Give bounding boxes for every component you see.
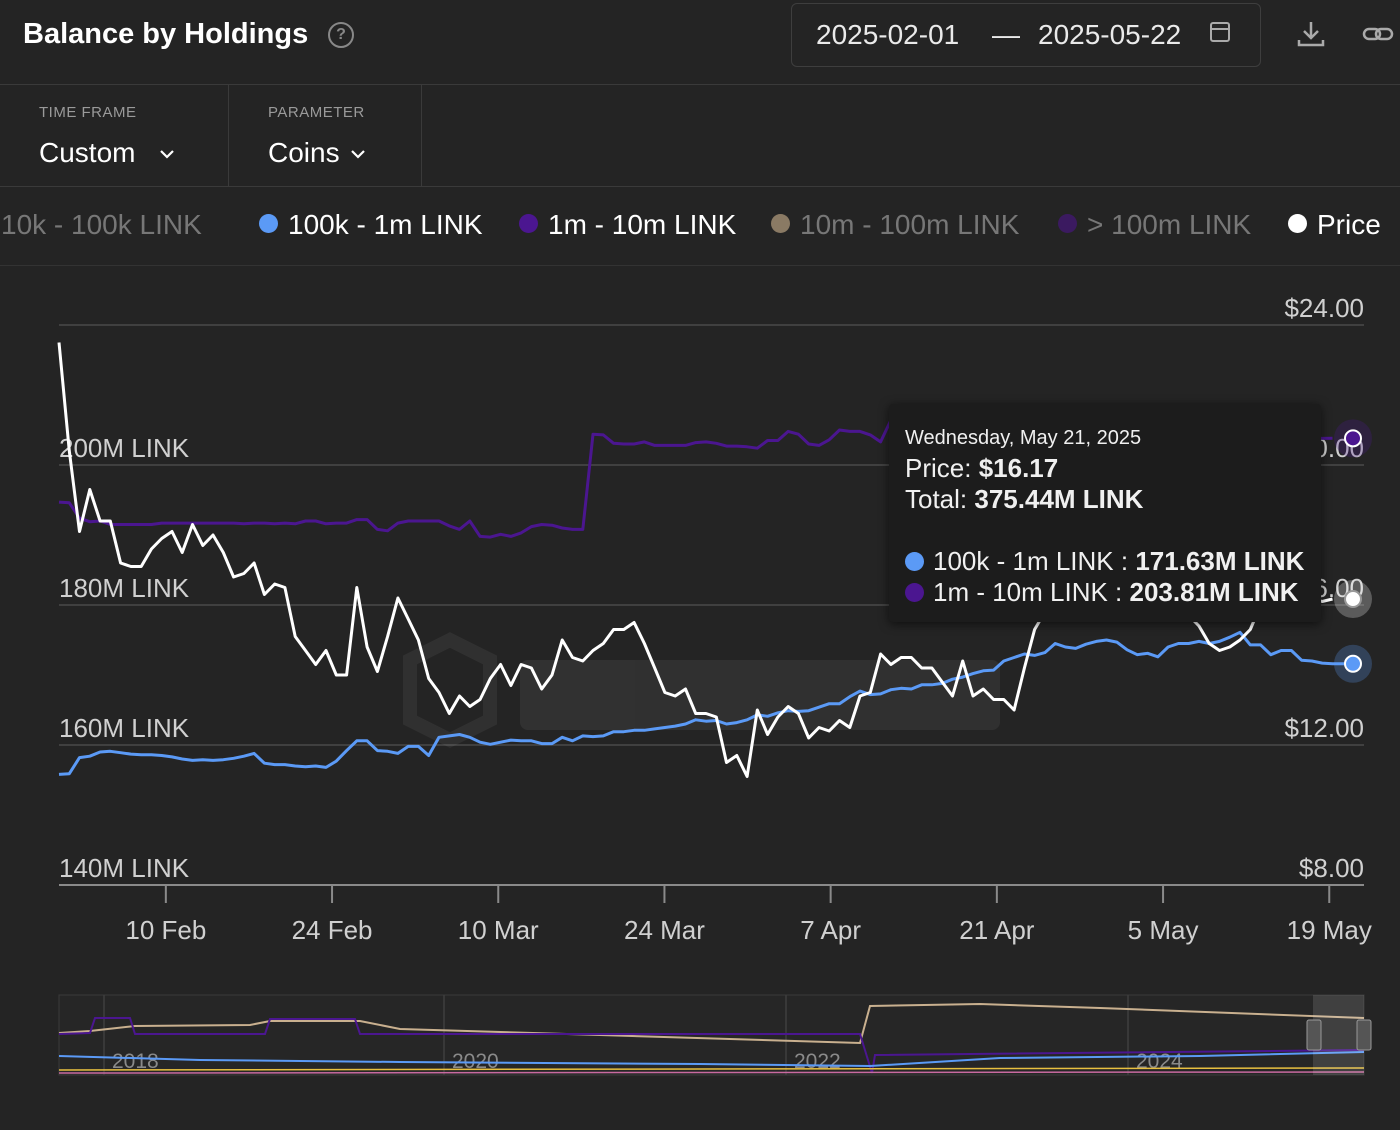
- x-tick-label: 24 Feb: [292, 915, 373, 945]
- header-bar: Balance by Holdings ? 2025-02-01 — 2025-…: [0, 0, 1400, 85]
- legend-dot: [771, 214, 790, 233]
- series-end-halo: [1334, 644, 1372, 683]
- x-axis: 10 Feb 24 Feb 10 Mar 24 Mar 7 Apr 21 Apr 5 May…: [125, 885, 1372, 945]
- navigator-line: [58, 1017, 1365, 1074]
- x-tick-label: 21 Apr: [959, 915, 1035, 945]
- chart-tooltip: Wednesday, May 21, 2025 Price: $16.17 To…: [889, 404, 1321, 622]
- y-tick-label-left: 180M LINK: [59, 573, 190, 603]
- navigator-line: [58, 1051, 1365, 1068]
- legend-item-100m-plus[interactable]: > 100m LINK: [1058, 209, 1251, 241]
- tooltip-price-label: Price:: [905, 453, 972, 483]
- legend-item-1m-10m[interactable]: 1m - 10m LINK: [519, 209, 736, 241]
- help-icon[interactable]: ?: [328, 22, 354, 48]
- tooltip-dot: [905, 583, 924, 602]
- tooltip-row: 100k - 1m LINK : 171.63M LINK: [905, 546, 1304, 577]
- download-icon[interactable]: [1295, 18, 1327, 50]
- date-end: 2025-05-22: [1038, 19, 1182, 50]
- parameter-dropdown[interactable]: PARAMETER Coins: [229, 85, 422, 186]
- series-end-marker: [1344, 429, 1362, 448]
- legend: 10k - 100k LINK 100k - 1m LINK 1m - 10m …: [0, 187, 1400, 266]
- navigator-year-label: 2024: [1136, 1050, 1183, 1073]
- legend-item-10k-100k[interactable]: 10k - 100k LINK: [0, 209, 202, 241]
- navigator-year-label: 2022: [794, 1050, 841, 1073]
- legend-label: 10m - 100m LINK: [800, 209, 1020, 240]
- tooltip-price-value: $16.17: [978, 453, 1059, 483]
- time-frame-label: TIME FRAME: [39, 104, 137, 121]
- y-tick-label-left: 140M LINK: [59, 853, 190, 883]
- chevron-down-icon: [351, 150, 365, 159]
- navigator-handle-left: [1306, 1019, 1322, 1051]
- filter-bar: TIME FRAME Custom PARAMETER Coins: [0, 85, 1400, 187]
- navigator-frame: [58, 994, 1365, 1076]
- series-end-marker: [1344, 590, 1362, 609]
- date-separator: —: [992, 19, 1020, 50]
- link-icon[interactable]: [1362, 18, 1394, 50]
- series-line: [58, 630, 1353, 776]
- date-range-picker[interactable]: 2025-02-01 — 2025-05-22: [791, 3, 1261, 67]
- x-tick-label: 7 Apr: [800, 915, 861, 945]
- range-navigator: 2018 2020 2022 2024: [58, 994, 1372, 1076]
- navigator-handle-right: [1356, 1019, 1372, 1051]
- watermark-logo: [403, 632, 1000, 748]
- legend-dot: [1288, 214, 1307, 233]
- x-tick-label: 5 May: [1128, 915, 1199, 945]
- navigator-line: [58, 1067, 1365, 1071]
- legend-item-price[interactable]: Price: [1288, 209, 1381, 241]
- series-end-halo: [1334, 419, 1372, 458]
- tooltip-date: Wednesday, May 21, 2025: [905, 427, 1142, 449]
- navigator-line: [58, 1002, 1365, 1045]
- series-end-markers: [1334, 419, 1372, 683]
- tooltip-row-label: 100k - 1m LINK :: [933, 546, 1129, 576]
- page-title: Balance by Holdings: [23, 18, 309, 50]
- x-tick-label: 24 Mar: [624, 915, 705, 945]
- tooltip-row: 1m - 10m LINK : 203.81M LINK: [905, 577, 1299, 608]
- time-frame-dropdown[interactable]: TIME FRAME Custom: [0, 85, 229, 186]
- tooltip-total: Total: 375.44M LINK: [905, 484, 1143, 515]
- x-tick-label: 19 May: [1287, 915, 1372, 945]
- legend-label: 1m - 10m LINK: [548, 209, 737, 240]
- legend-label: > 100m LINK: [1087, 209, 1252, 240]
- series-end-marker: [1344, 654, 1362, 673]
- tooltip-row-value: 171.63M LINK: [1135, 546, 1305, 576]
- y-axis-left: 140M LINK 160M LINK 180M LINK 200M LINK: [59, 433, 190, 883]
- y-tick-label-right: $12.00: [1284, 713, 1364, 743]
- legend-dot: [519, 214, 538, 233]
- tooltip-total-value: 375.44M LINK: [974, 484, 1144, 514]
- legend-item-10m-100m[interactable]: 10m - 100m LINK: [771, 209, 1019, 241]
- legend-label: Price: [1317, 209, 1381, 240]
- tooltip-row-value: 203.81M LINK: [1129, 577, 1299, 607]
- y-tick-label-left: 200M LINK: [59, 433, 190, 463]
- parameter-label: PARAMETER: [268, 104, 365, 121]
- x-tick-label: 10 Feb: [125, 915, 206, 945]
- tooltip-row-label: 1m - 10m LINK :: [933, 577, 1123, 607]
- y-tick-label-right: $24.00: [1284, 293, 1364, 323]
- series-end-halo: [1334, 580, 1372, 619]
- navigator-year-label: 2018: [112, 1050, 159, 1073]
- legend-item-100k-1m[interactable]: 100k - 1m LINK: [259, 209, 483, 241]
- navigator-line: [58, 1071, 1365, 1074]
- parameter-value: Coins: [268, 137, 340, 168]
- legend-label: 100k - 1m LINK: [288, 209, 483, 240]
- navigator-year-label: 2020: [452, 1050, 499, 1073]
- y-tick-label-left: 160M LINK: [59, 713, 190, 743]
- navigator-selection: [1313, 995, 1364, 1075]
- time-frame-value: Custom: [39, 137, 136, 168]
- tooltip-dot: [905, 552, 924, 571]
- legend-dot: [259, 214, 278, 233]
- calendar-icon: [1210, 22, 1230, 42]
- x-tick-label: 10 Mar: [458, 915, 539, 945]
- y-tick-label-right: $8.00: [1299, 853, 1364, 883]
- date-start: 2025-02-01: [816, 19, 960, 50]
- chevron-down-icon: [160, 150, 174, 159]
- tooltip-total-label: Total:: [905, 484, 968, 514]
- legend-dot: [1058, 214, 1077, 233]
- legend-label: 10k - 100k LINK: [1, 209, 202, 240]
- tooltip-price: Price: $16.17: [905, 453, 1058, 484]
